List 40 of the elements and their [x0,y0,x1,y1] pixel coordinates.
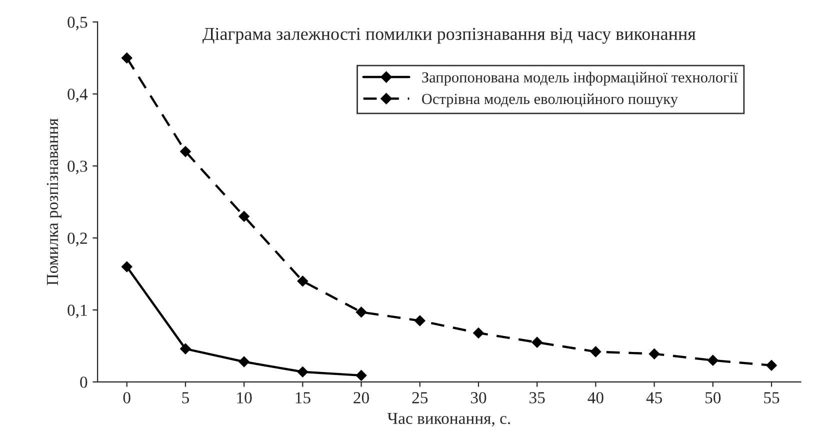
x-tick-label: 15 [296,392,310,404]
point [121,52,132,64]
point [297,366,308,378]
x-tick-label: 30 [470,392,486,404]
y-tick-label: 0,3 [68,160,88,174]
legend-label: Запропонована модель інформаційної технології [422,72,738,86]
x-tick-label: 55 [764,392,780,404]
point [532,336,543,348]
point [356,306,367,318]
point [180,146,191,157]
x-axis-title: Час виконання, с. [387,412,510,426]
x-tick-label: 20 [354,392,369,404]
point [180,343,191,354]
y-axis-title: Помилка розпізнавання [46,118,62,286]
x-tick-label: 5 [182,392,189,404]
point [648,348,660,360]
y-tick-label: 0,5 [68,16,88,30]
x-tick-label: 45 [646,392,662,404]
y-tick-label: 0,2 [68,232,87,246]
x-tick-label: 35 [530,392,545,404]
x-tick-label: 40 [588,392,604,404]
y-tick-label: 0,4 [68,88,88,102]
point [297,276,308,287]
point [414,315,426,326]
chart-title: Діаграма залежності помилки розпізнавання від часу виконання [202,28,696,44]
point [238,210,250,222]
x-tick-label: 10 [237,392,252,404]
point [356,370,367,381]
legend-label: Острівна модель еволюційного пошуку [422,94,678,108]
point [121,261,132,272]
point [707,354,718,366]
point [590,346,602,358]
point [473,328,484,338]
x-tick-label: 25 [412,392,428,404]
point [238,356,250,368]
y-tick-label: 0,1 [68,304,87,318]
x-tick-label: 50 [706,392,721,404]
y-tick-label: 0 [80,376,88,388]
point [766,360,777,371]
x-tick-label: 0 [123,392,130,404]
